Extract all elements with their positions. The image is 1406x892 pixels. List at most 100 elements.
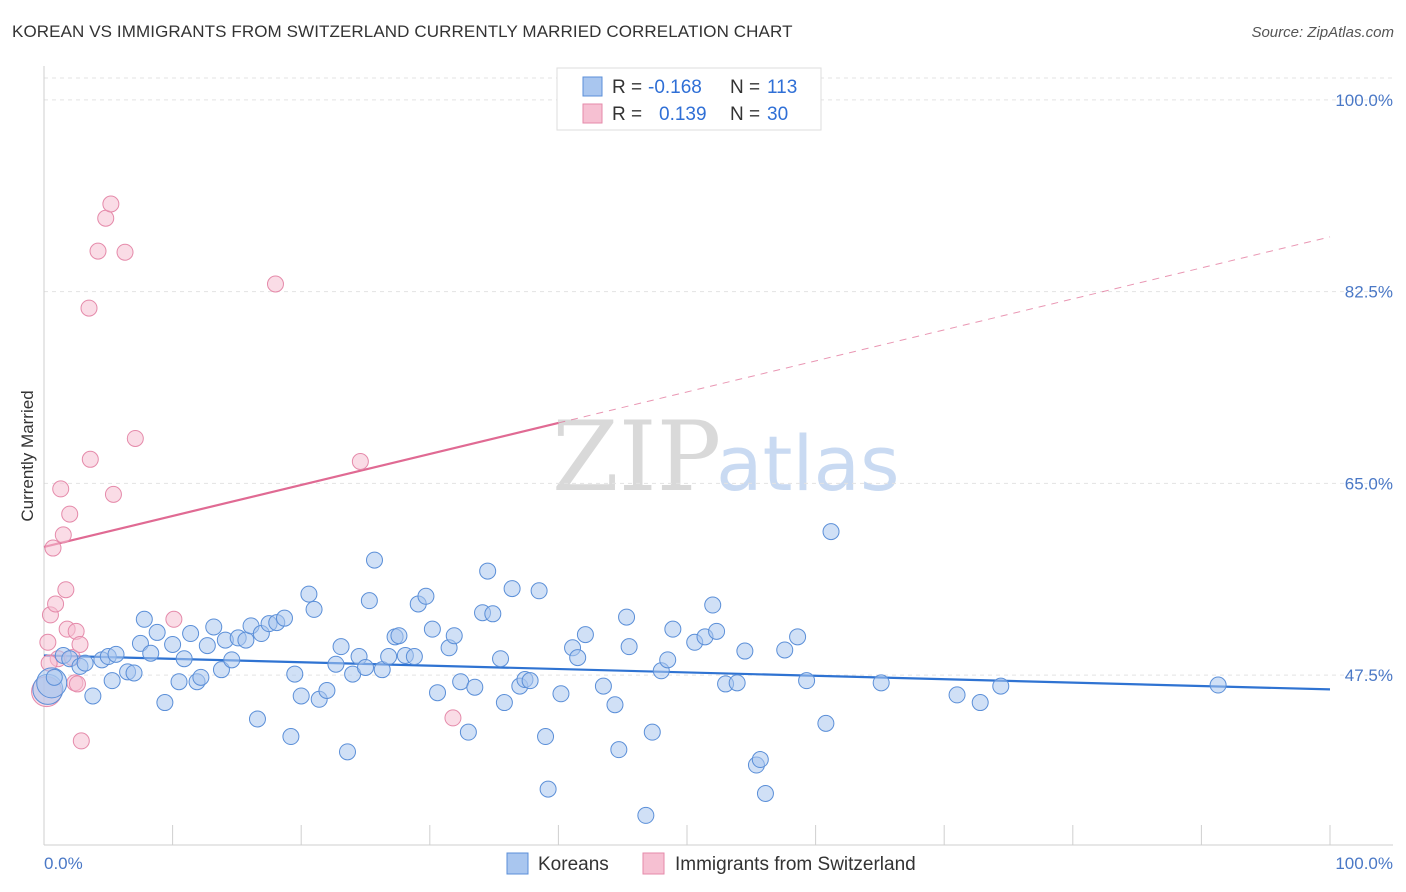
koreans-point	[275, 609, 293, 627]
x-tick-labels: 0.0% 100.0%	[44, 854, 1393, 873]
koreans-point	[405, 648, 423, 666]
grid-lines	[44, 77, 1393, 676]
koreans-point	[45, 668, 63, 686]
swiss-point	[104, 485, 122, 503]
koreans-point	[327, 655, 345, 673]
swiss-point	[47, 595, 65, 613]
koreans-point	[822, 523, 840, 541]
koreans-point	[530, 582, 548, 600]
series-legend: Koreans Immigrants from Switzerland	[506, 852, 916, 875]
trend-line-solid-1	[43, 421, 559, 549]
koreans-point	[135, 610, 153, 628]
bottom-legend-label-swiss: Immigrants from Switzerland	[675, 854, 916, 875]
swiss-point	[54, 526, 72, 544]
y-tick-label: 47.5%	[1345, 666, 1393, 685]
swiss-point	[102, 195, 120, 213]
legend-n-label-koreans: N =	[730, 77, 760, 98]
koreans-point	[148, 623, 166, 641]
koreans-point	[708, 622, 726, 640]
koreans-point	[776, 641, 794, 659]
koreans-point	[618, 608, 636, 626]
koreans-point	[736, 642, 754, 660]
koreans-point	[198, 637, 216, 655]
correlation-legend: R = -0.168 N = 113 R = 0.139 N = 30	[556, 67, 822, 131]
koreans-point	[798, 672, 816, 690]
koreans-point	[1209, 676, 1227, 694]
swiss-point	[81, 450, 99, 468]
koreans-point	[318, 682, 336, 700]
koreans-point	[948, 686, 966, 704]
koreans-point	[142, 644, 160, 662]
koreans-point	[479, 562, 497, 580]
series-koreans	[32, 523, 1227, 824]
y-tick-label: 100.0%	[1335, 91, 1393, 110]
koreans-point	[643, 723, 661, 741]
koreans-point	[620, 638, 638, 656]
koreans-point	[445, 627, 463, 645]
swiss-point	[80, 299, 98, 317]
koreans-point	[282, 728, 300, 746]
swiss-point	[44, 539, 62, 557]
koreans-point	[459, 723, 477, 741]
koreans-point	[539, 780, 557, 798]
koreans-point	[223, 651, 241, 669]
koreans-point	[338, 743, 356, 761]
koreans-point	[366, 551, 384, 569]
watermark-atlas: atlas	[716, 419, 900, 508]
swiss-point	[351, 453, 369, 470]
koreans-point	[164, 635, 182, 653]
x-tick-label-right: 100.0%	[1335, 854, 1393, 873]
koreans-point	[103, 672, 121, 690]
axes	[43, 66, 1393, 846]
swiss-point	[61, 505, 79, 523]
koreans-point	[125, 664, 143, 682]
koreans-point	[192, 668, 210, 686]
koreans-point	[237, 631, 255, 649]
koreans-point	[107, 645, 125, 663]
watermark: ZIP atlas	[552, 401, 900, 513]
x-tick-label-left: 0.0%	[44, 854, 83, 873]
koreans-point	[537, 728, 555, 746]
koreans-point	[429, 684, 447, 702]
koreans-point	[170, 673, 188, 691]
trend-line-0	[43, 654, 1331, 691]
legend-swatch-koreans	[582, 76, 603, 97]
trend-line-dashed-1	[558, 236, 1331, 424]
koreans-point	[417, 587, 435, 605]
y-tick-labels: 100.0% 82.5% 65.0% 47.5%	[1335, 91, 1393, 685]
legend-r-value-koreans: -0.168	[648, 77, 702, 98]
koreans-point	[704, 596, 722, 614]
koreans-point	[360, 592, 378, 610]
koreans-point	[594, 677, 612, 695]
koreans-point	[76, 654, 94, 672]
bottom-legend-swatch-swiss	[642, 852, 665, 875]
swiss-point	[126, 429, 144, 447]
koreans-point	[610, 741, 628, 759]
koreans-point	[751, 751, 769, 769]
watermark-zip: ZIP	[552, 401, 721, 513]
legend-r-value-swiss: 0.139	[659, 104, 707, 125]
koreans-point	[992, 677, 1010, 695]
swiss-point	[71, 635, 89, 653]
series-immigrants-from-switzerland	[31, 195, 462, 750]
koreans-point	[637, 806, 655, 824]
chart-title: KOREAN VS IMMIGRANTS FROM SWITZERLAND CU…	[12, 22, 793, 41]
koreans-point	[466, 678, 484, 696]
swiss-point	[68, 675, 86, 693]
swiss-point	[72, 732, 90, 750]
trend-lines	[43, 236, 1331, 691]
koreans-point	[521, 672, 539, 690]
chart-source: Source: ZipAtlas.com	[1251, 24, 1394, 41]
koreans-point	[286, 665, 304, 683]
bottom-legend-swatch-koreans	[506, 852, 529, 875]
koreans-point	[664, 620, 682, 638]
koreans-point	[484, 605, 502, 623]
koreans-point	[305, 600, 323, 618]
koreans-point	[503, 580, 521, 598]
koreans-point	[971, 694, 989, 712]
bottom-legend-label-koreans: Koreans	[538, 854, 609, 875]
swiss-point	[165, 610, 183, 628]
swiss-point	[89, 242, 107, 260]
legend-n-value-koreans: 113	[767, 77, 797, 98]
